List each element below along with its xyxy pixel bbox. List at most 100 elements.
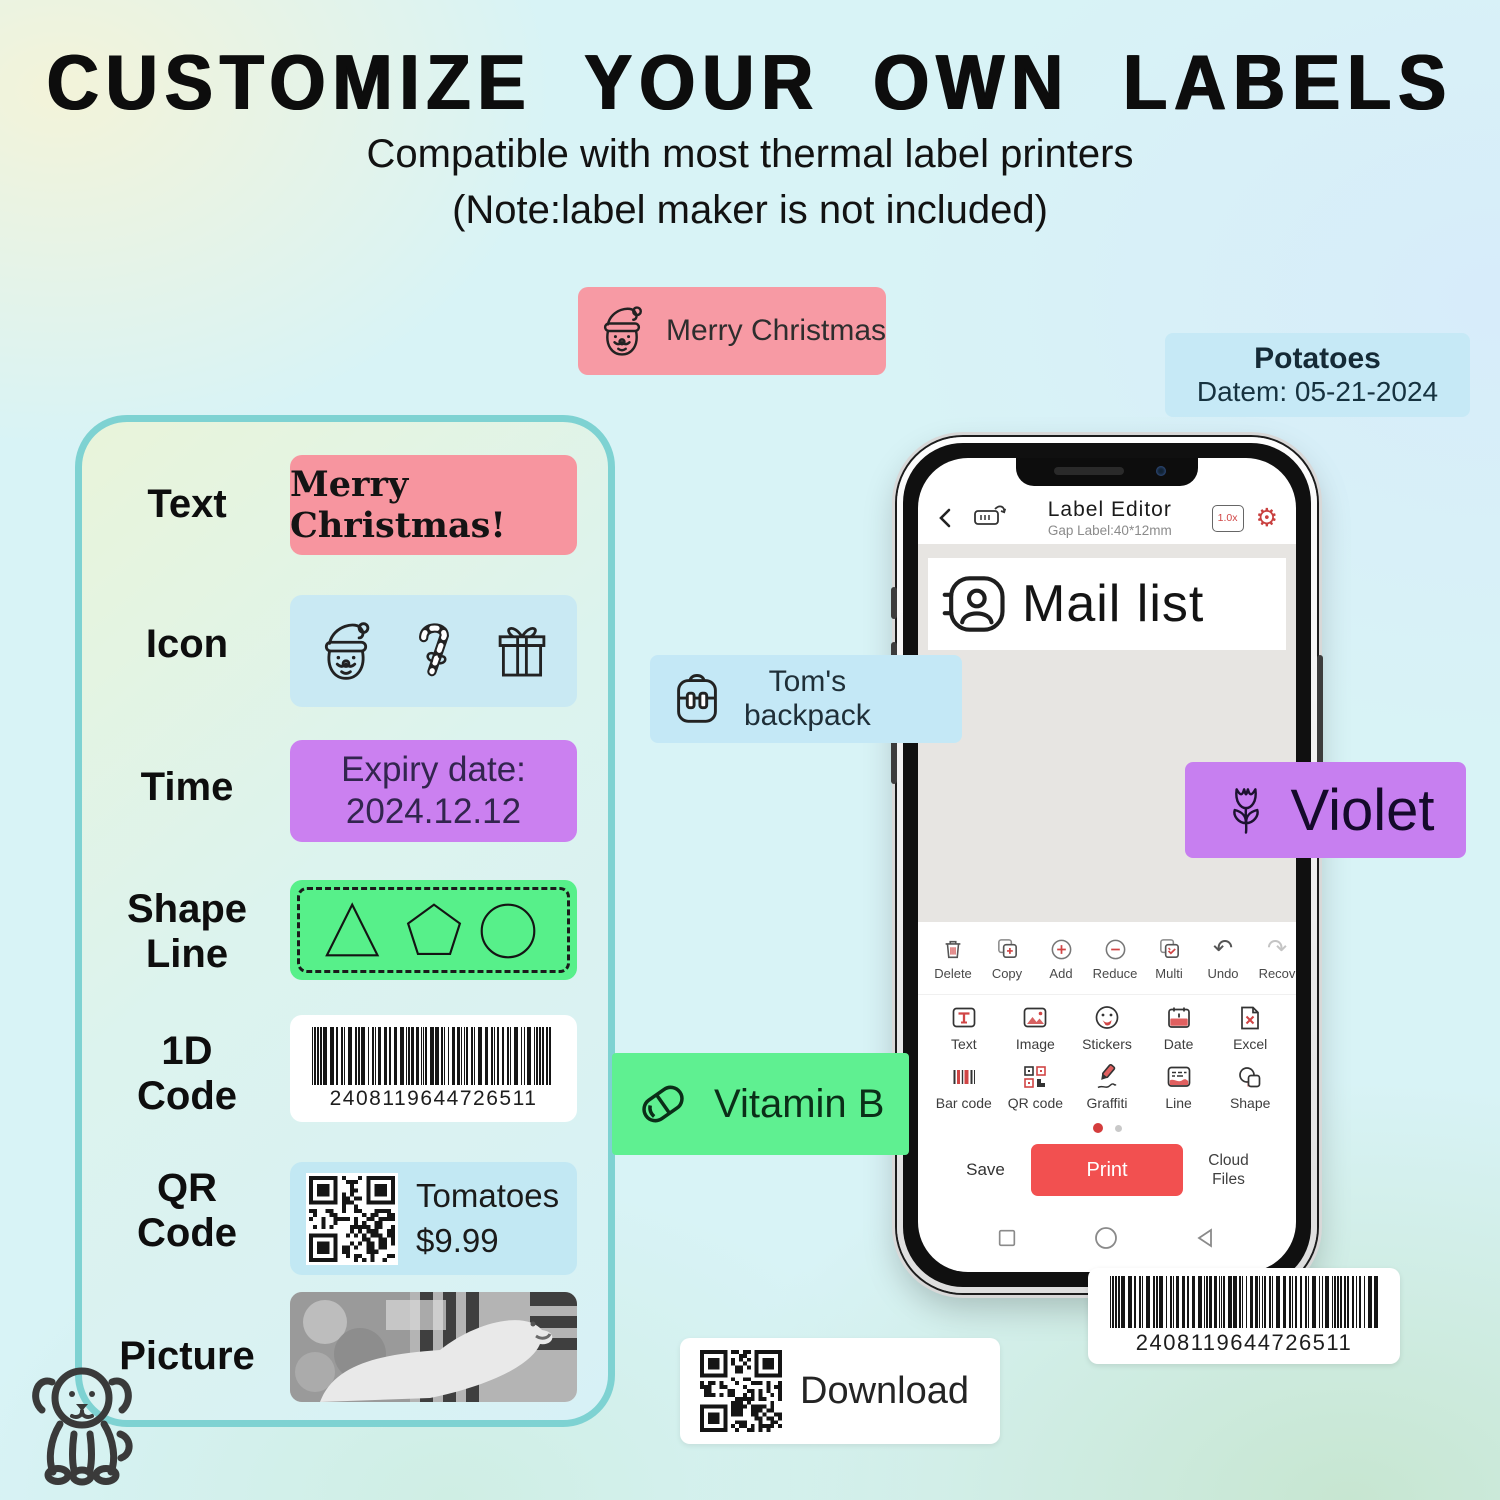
app-subtitle: Gap Label:40*12mm bbox=[1047, 523, 1172, 538]
santa-icon bbox=[311, 616, 381, 686]
tool-shape[interactable]: Shape bbox=[1214, 1062, 1286, 1111]
row-label-1d-code: 1D Code bbox=[137, 1029, 237, 1118]
scale-badge[interactable]: 1.0x bbox=[1211, 504, 1244, 532]
sticker-violet-label: Violet bbox=[1290, 777, 1435, 843]
example-icon-label bbox=[290, 595, 577, 707]
back-button[interactable] bbox=[936, 507, 956, 529]
page-subtitle-line1: Compatible with most thermal label print… bbox=[366, 132, 1134, 176]
example-picture-label bbox=[290, 1292, 577, 1402]
barcode-graphic bbox=[310, 1026, 558, 1085]
cloud-files-button[interactable]: Cloud Files bbox=[1208, 1151, 1249, 1188]
toolbar-copy-button[interactable]: Copy bbox=[980, 936, 1034, 981]
page-dot-active bbox=[1092, 1123, 1103, 1133]
puppy-icon bbox=[32, 1367, 133, 1486]
tool-qr-code[interactable]: QR code bbox=[1000, 1062, 1072, 1111]
page-indicator bbox=[918, 1121, 1296, 1135]
tool-bar-code[interactable]: Bar code bbox=[928, 1062, 1000, 1111]
back-triangle-button[interactable] bbox=[1194, 1226, 1218, 1250]
dog-photo bbox=[290, 1292, 577, 1402]
toolbar-delete-button[interactable]: Delete bbox=[926, 936, 980, 981]
text-tool-icon bbox=[952, 1007, 976, 1028]
canvas-mail-list-label[interactable]: Mail list bbox=[928, 558, 1286, 650]
row-label-icon: Icon bbox=[145, 622, 229, 666]
page-dot-inactive bbox=[1114, 1124, 1122, 1132]
phone-screen: Label Editor Gap Label:40*12mm 1.0x ⚙ Ma… bbox=[918, 458, 1296, 1272]
label-editor-canvas[interactable]: Mail list bbox=[918, 544, 1296, 922]
toolbar-reduce-button[interactable]: Reduce bbox=[1088, 936, 1142, 981]
trash-icon bbox=[941, 936, 965, 963]
stickers-tool-icon bbox=[1095, 1006, 1119, 1029]
volume-button bbox=[891, 720, 897, 784]
multi-select-icon bbox=[1157, 936, 1182, 963]
sticker-vitamin-b: Vitamin B bbox=[612, 1053, 909, 1155]
row-label-time: Time bbox=[140, 765, 234, 809]
toolbar-multi-button[interactable]: Multi bbox=[1142, 936, 1196, 981]
power-button bbox=[1317, 655, 1323, 765]
label-examples-panel: Text Icon Time Shape Line 1D Code QR Cod… bbox=[75, 415, 615, 1427]
pill-icon bbox=[630, 1071, 696, 1137]
row-label-text: Text bbox=[147, 482, 227, 526]
sticker-toms-line1: Tom's bbox=[768, 664, 847, 698]
sticker-potatoes-date: Datem: 05-21-2024 bbox=[1196, 376, 1439, 407]
barcode-graphic bbox=[1108, 1276, 1380, 1328]
plus-circle-icon bbox=[1049, 936, 1074, 963]
phone-notch bbox=[1016, 458, 1198, 486]
example-time-line1: Expiry date: bbox=[341, 750, 526, 789]
tool-excel[interactable]: Excel bbox=[1214, 1003, 1286, 1052]
line-tool-icon bbox=[1167, 1066, 1190, 1087]
tool-date[interactable]: Date bbox=[1143, 1003, 1215, 1052]
sticker-violet: Violet bbox=[1185, 762, 1466, 858]
phone-mockup: Label Editor Gap Label:40*12mm 1.0x ⚙ Ma… bbox=[891, 437, 1323, 1293]
redo-arrow-icon: ↷ bbox=[1266, 935, 1288, 962]
phone-bezel: Label Editor Gap Label:40*12mm 1.0x ⚙ Ma… bbox=[903, 443, 1311, 1287]
home-circle-button[interactable] bbox=[1093, 1225, 1119, 1251]
row-label-shape-line: Shape Line bbox=[126, 887, 248, 976]
android-nav-bar bbox=[918, 1203, 1296, 1272]
sticker-merry-christmas: Merry Christmas bbox=[578, 287, 886, 375]
tool-line[interactable]: Line bbox=[1143, 1062, 1215, 1111]
example-qr-line1: Tomatoes bbox=[416, 1176, 560, 1214]
tool-stickers[interactable]: Stickers bbox=[1071, 1003, 1143, 1052]
barcode-digits: 2408119644726511 bbox=[1135, 1330, 1353, 1355]
example-time-line2: 2024.12.12 bbox=[345, 792, 522, 831]
contact-icon bbox=[942, 571, 1008, 637]
sticker-potatoes: Potatoes Datem: 05-21-2024 bbox=[1165, 333, 1470, 417]
undo-arrow-icon: ↶ bbox=[1212, 935, 1234, 962]
sticker-potatoes-name: Potatoes bbox=[1254, 342, 1381, 375]
barcode-digits: 2408119644726511 bbox=[329, 1086, 538, 1110]
example-text-content: Merry Christmas! bbox=[290, 464, 506, 546]
row-label-picture: Picture bbox=[119, 1334, 255, 1378]
sticker-download: Download bbox=[680, 1338, 1000, 1444]
tool-text[interactable]: Text bbox=[928, 1003, 1000, 1052]
gift-icon bbox=[487, 616, 557, 686]
sticker-vitamin-b-label: Vitamin B bbox=[714, 1081, 885, 1126]
toolbar-recover-button[interactable]: ↷ Recov bbox=[1258, 935, 1296, 981]
print-button[interactable]: Print bbox=[1031, 1144, 1183, 1196]
sticker-toms-line2: backpack bbox=[744, 699, 871, 732]
tool-graffiti[interactable]: Graffiti bbox=[1071, 1062, 1143, 1111]
qrcode-tool-icon bbox=[1024, 1066, 1047, 1088]
toolbar-undo-button[interactable]: ↶ Undo bbox=[1207, 935, 1239, 981]
page-subtitle-line2: (Note:label maker is not included) bbox=[452, 188, 1048, 232]
example-1d-code-label: 2408119644726511 bbox=[290, 1015, 577, 1122]
printer-icon[interactable] bbox=[972, 502, 1008, 535]
backpack-icon bbox=[666, 668, 728, 730]
tulip-icon bbox=[1216, 780, 1276, 840]
app-title: Label Editor bbox=[1047, 498, 1172, 521]
recents-square-button[interactable] bbox=[996, 1227, 1018, 1249]
graffiti-tool-icon bbox=[1097, 1063, 1117, 1089]
candy-cane-icon bbox=[401, 618, 467, 684]
page-title: CUSTOMIZE YOUR OWN LABELS bbox=[46, 39, 1454, 127]
toolbar-add-button[interactable]: Add bbox=[1034, 936, 1088, 981]
example-shape-label bbox=[290, 880, 577, 980]
sticker-download-label: Download bbox=[800, 1369, 969, 1412]
sticker-barcode: 2408119644726511 bbox=[1088, 1268, 1400, 1364]
settings-gear-icon[interactable]: ⚙ bbox=[1255, 503, 1278, 532]
save-button[interactable]: Save bbox=[966, 1160, 1005, 1179]
row-label-qr-code: QR Code bbox=[137, 1166, 237, 1255]
image-tool-icon bbox=[1024, 1007, 1047, 1028]
tool-image[interactable]: Image bbox=[1000, 1003, 1072, 1052]
example-qr-line2: $9.99 bbox=[416, 1221, 499, 1259]
app-header: Label Editor Gap Label:40*12mm 1.0x ⚙ bbox=[918, 492, 1296, 544]
